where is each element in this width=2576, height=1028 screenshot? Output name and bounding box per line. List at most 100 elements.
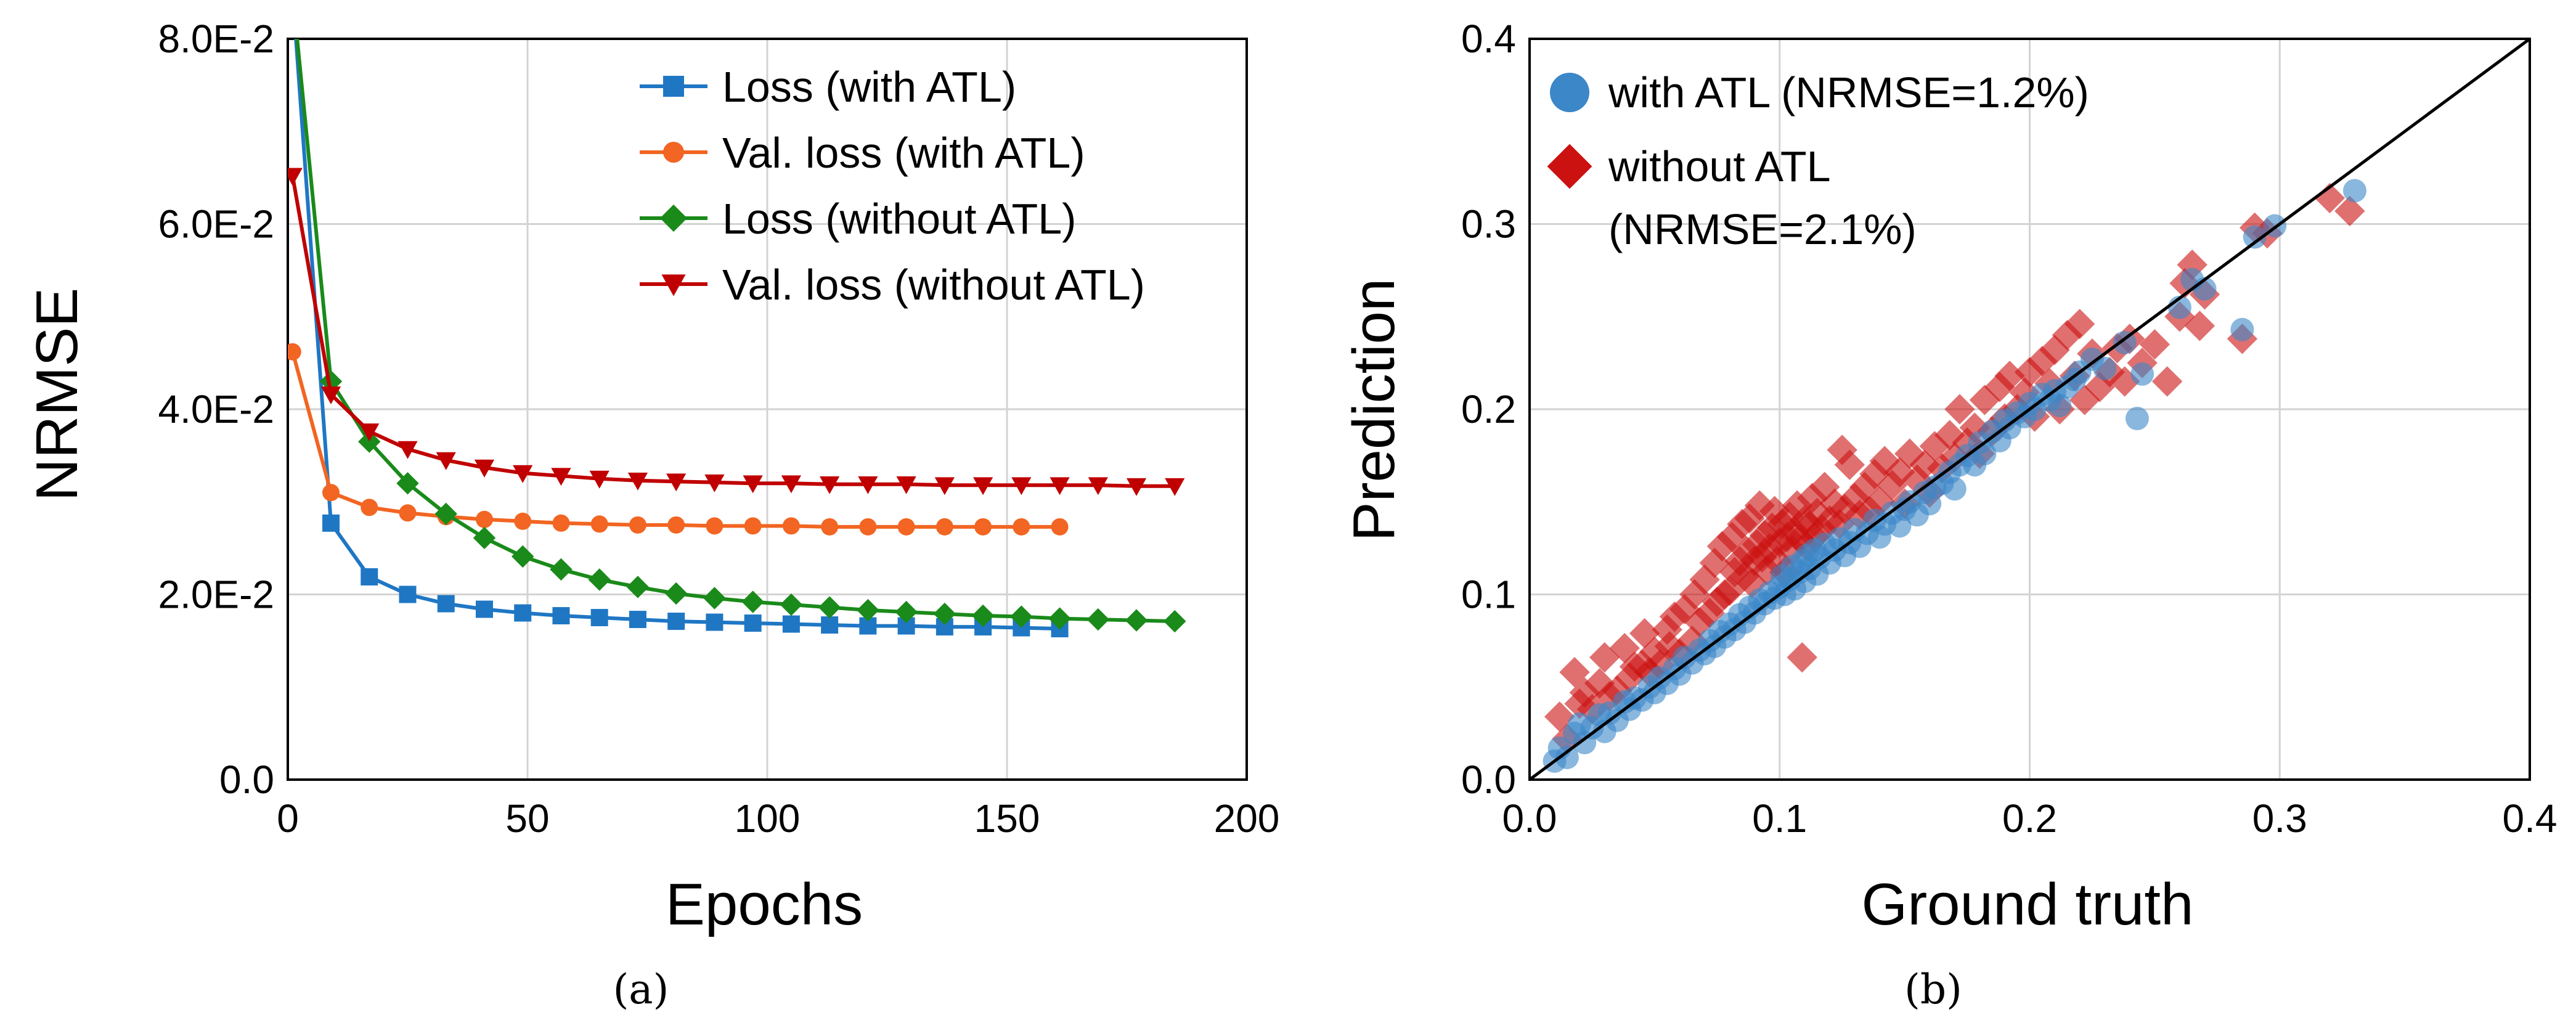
y-tick-label: 8.0E-2: [158, 17, 274, 61]
scatter-point: [1754, 532, 1785, 564]
data-point: [552, 514, 570, 532]
data-point: [782, 517, 800, 535]
data-point: [667, 516, 685, 534]
panel-a-caption: (a): [613, 966, 669, 1013]
data-point: [629, 611, 646, 629]
series-1: [288, 343, 1069, 536]
data-point: [590, 515, 608, 533]
data-point: [1013, 518, 1030, 536]
panel-b-identity-line: [1528, 37, 2531, 781]
x-tick-label: 0: [277, 796, 299, 841]
data-point: [319, 370, 343, 393]
legend-marker: [661, 274, 686, 296]
data-point: [858, 476, 878, 494]
data-point: [857, 598, 879, 622]
data-point: [706, 613, 723, 631]
data-point: [1126, 478, 1147, 496]
panel-a-y-axis-label: NRMSE: [24, 288, 90, 502]
x-tick-label: 0.3: [2252, 796, 2307, 841]
scatter-series-1: [1543, 179, 2366, 773]
data-point: [397, 441, 418, 459]
x-tick-label: 50: [505, 796, 549, 841]
data-point: [821, 518, 839, 536]
legend-label: Loss (without ATL): [722, 195, 1077, 243]
scatter-point: [1787, 642, 1817, 673]
scatter-point: [1869, 446, 1900, 476]
data-point: [322, 484, 340, 502]
data-point: [361, 499, 378, 516]
data-point: [818, 596, 841, 619]
scatter-point: [1796, 483, 1828, 513]
data-point: [780, 593, 803, 616]
data-point: [741, 590, 764, 613]
scatter-point: [2113, 330, 2137, 354]
legend-marker: [659, 204, 688, 232]
data-point: [1050, 477, 1070, 496]
data-point: [704, 474, 725, 492]
scatter-point: [2125, 407, 2149, 431]
data-point: [744, 517, 762, 535]
x-tick-label: 0.2: [2002, 796, 2057, 841]
data-point: [322, 514, 340, 532]
data-point: [284, 0, 301, 1]
data-point: [590, 609, 608, 627]
scatter-point: [1609, 632, 1640, 664]
scatter-point: [1559, 657, 1590, 688]
panel-b-x-axis-label: Ground truth: [1862, 871, 2194, 937]
scatter-point: [1684, 606, 1715, 638]
data-point: [781, 475, 801, 494]
scatter-point: [1984, 372, 2015, 402]
scatter-point: [2130, 362, 2154, 386]
data-point: [1048, 607, 1071, 630]
data-point: [744, 614, 762, 632]
scatter-point: [1859, 459, 1890, 489]
legend-marker: [1550, 73, 1589, 112]
data-point: [897, 518, 915, 536]
data-point: [282, 0, 304, 4]
data-point: [933, 602, 956, 626]
legend-label: with ATL (NRMSE=1.2%): [1608, 68, 2089, 116]
x-tick-label: 0.1: [1752, 796, 1807, 841]
y-tick-label: 6.0E-2: [158, 202, 274, 247]
scatter-point: [1944, 394, 1975, 425]
scatter-point: [1994, 361, 2025, 391]
panel-a-plot-frame: [287, 38, 1248, 781]
y-tick-label: 0.0: [1461, 757, 1516, 802]
y-tick-label: 0.4: [1461, 17, 1516, 61]
panel-b-scatter: 0.0 0.1 0.2 0.3 0.4 0.0 0.1 0.2 0.3 0.4 Ground tr…: [1341, 17, 2557, 1013]
scatter-point: [2230, 317, 2254, 341]
data-point: [626, 576, 650, 598]
scatter-point: [1639, 636, 1670, 667]
data-point: [552, 607, 570, 625]
scatter-point: [1834, 449, 1865, 480]
data-point: [974, 518, 992, 536]
panel-b-y-axis-label: Prediction: [1341, 279, 1407, 542]
data-point: [666, 473, 687, 492]
scatter-point: [1734, 503, 1765, 534]
scatter-point: [2139, 329, 2170, 360]
scatter-point: [1689, 564, 1720, 595]
scatter-point: [1919, 431, 1950, 462]
series-0: [284, 0, 1069, 638]
data-point: [1051, 518, 1069, 536]
panel-a-tick-labels: 0 50 100 150 200 0.0 2.0E-2 4.0E-2 6.0E-2 8.0E-2: [158, 17, 1279, 841]
scatter-point: [1877, 470, 1908, 500]
x-tick-label: 0.4: [2503, 796, 2558, 841]
legend-label-line2: (NRMSE=2.1%): [1608, 205, 1917, 253]
x-tick-label: 150: [974, 796, 1040, 841]
scatter-point: [1732, 536, 1763, 568]
scatter-point: [1744, 490, 1775, 521]
data-point: [475, 510, 493, 528]
series-line: [290, 351, 1060, 529]
data-point: [437, 595, 455, 613]
panel-b-caption: (b): [1904, 966, 1962, 1013]
data-point: [551, 468, 571, 486]
y-tick-label: 0.3: [1461, 202, 1516, 247]
data-point: [895, 600, 918, 624]
scatter-point: [1544, 701, 1575, 732]
data-point: [399, 585, 417, 603]
scatter-point: [2048, 393, 2072, 417]
legend-label: without ATL: [1608, 142, 1831, 190]
data-point: [782, 615, 800, 633]
